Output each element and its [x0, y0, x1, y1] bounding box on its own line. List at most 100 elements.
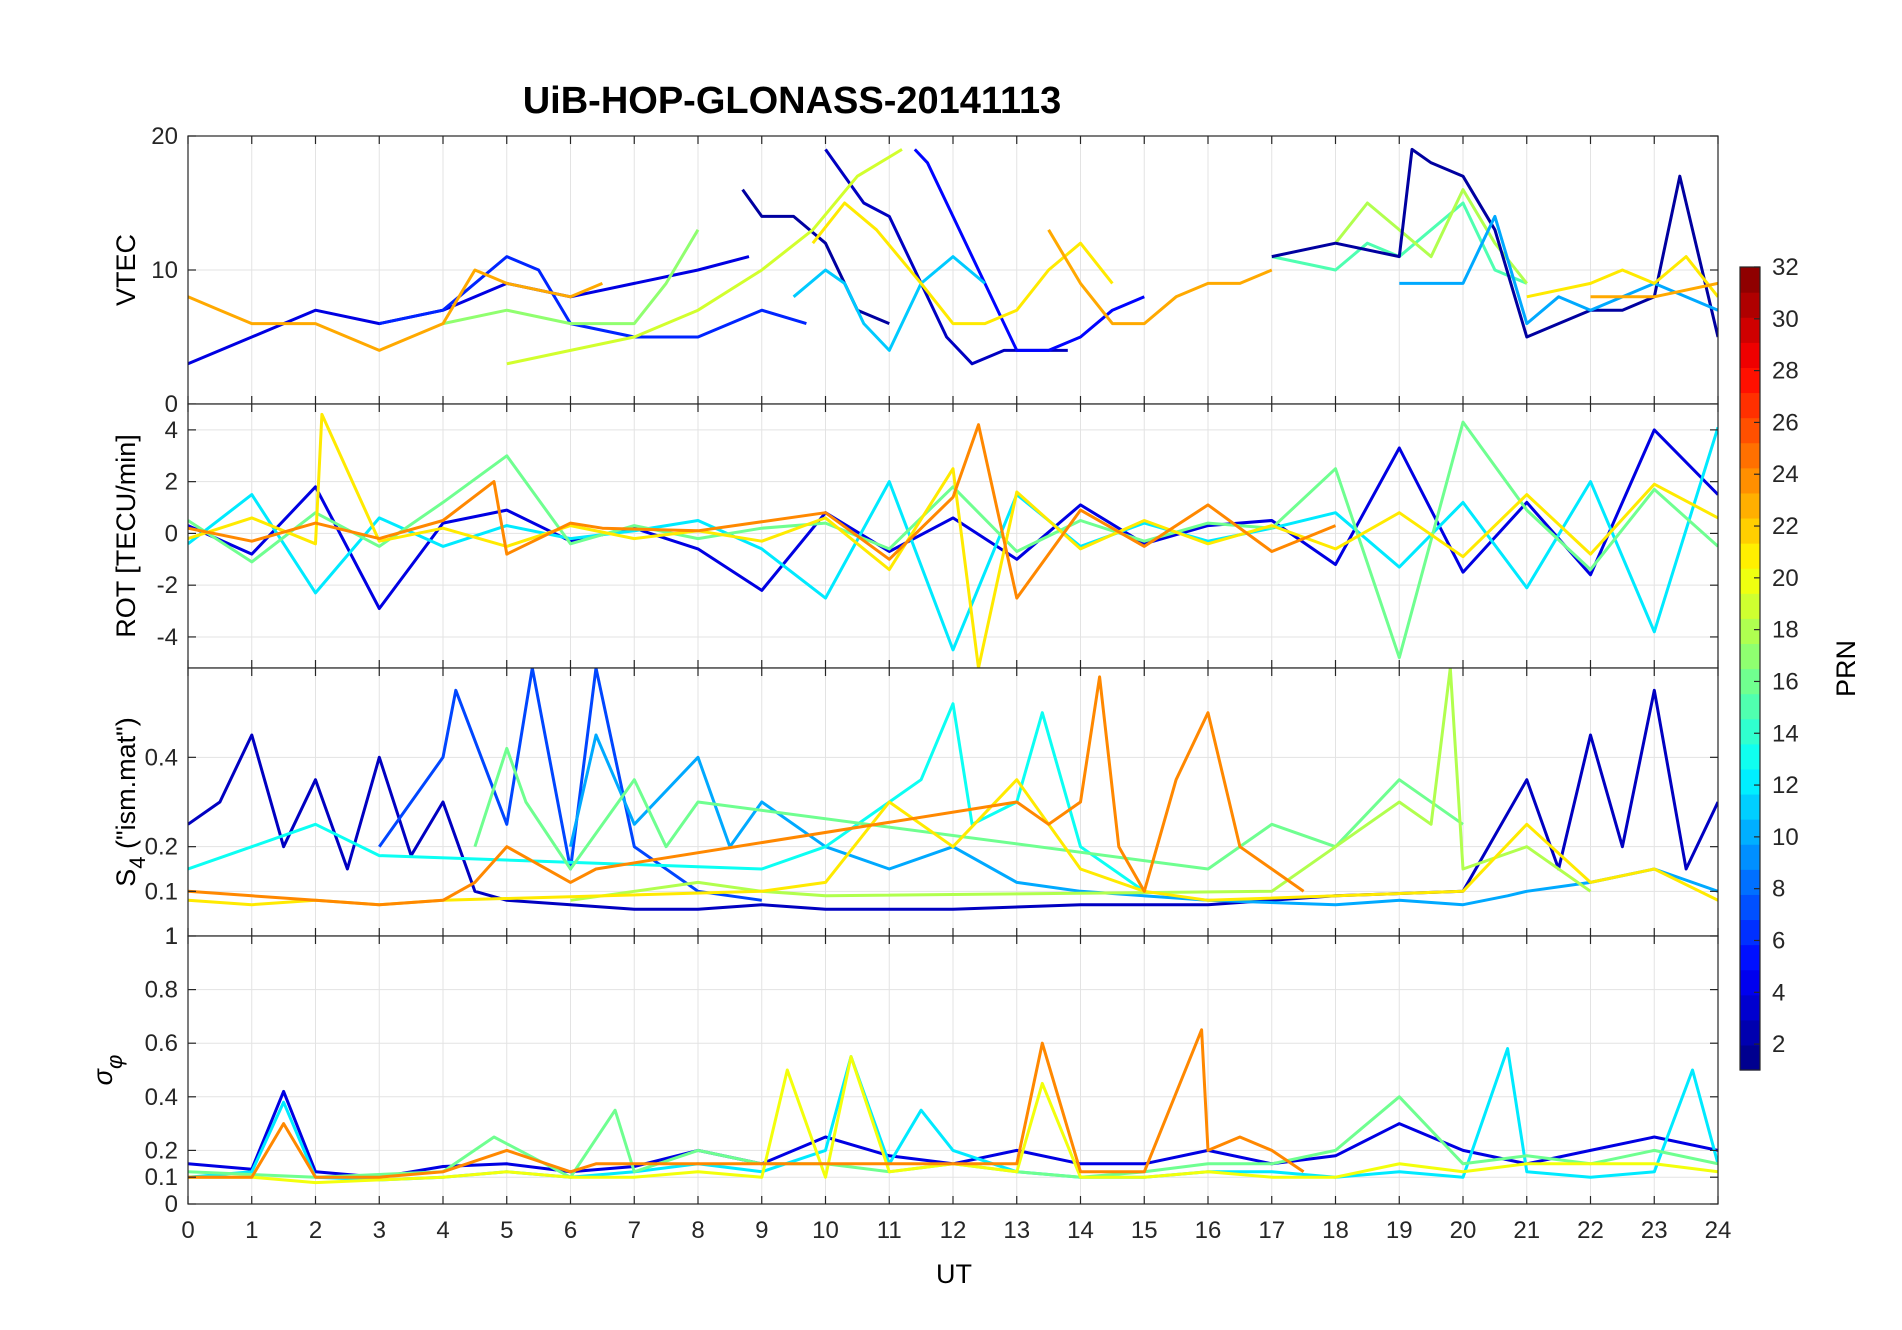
y-axis-label: σφ [88, 1055, 127, 1086]
x-tick-label: 14 [1067, 1217, 1094, 1244]
series-line-prn-5 [913, 148, 1145, 352]
colorbar-swatch [1740, 492, 1760, 519]
colorbar-tick-label: 16 [1772, 668, 1799, 695]
y-tick-label: 0 [165, 391, 178, 418]
series-line-prn-21 [188, 412, 1718, 668]
x-tick-label: 15 [1131, 1217, 1158, 1244]
colorbar-swatch [1740, 919, 1760, 946]
colorbar-tick-label: 8 [1772, 876, 1785, 903]
colorbar-swatch [1740, 568, 1760, 594]
colorbar-tick-label: 24 [1772, 461, 1799, 488]
colorbar-swatch [1740, 969, 1760, 996]
colorbar-frame [1739, 266, 1761, 1071]
series-line-prn-7 [378, 668, 763, 902]
series-line-prn-10 [1399, 214, 1718, 326]
y-tick-label: 0 [165, 520, 178, 547]
series-group [188, 668, 1718, 911]
series-line-prn-21 [1526, 255, 1718, 299]
x-axis-label: UT [936, 1259, 972, 1289]
series-line-prn-2 [1271, 147, 1718, 339]
colorbar-tick-label: 32 [1772, 254, 1799, 281]
chart-title: UiB-HOP-GLONASS-20141113 [523, 80, 1062, 122]
y-axis-label: ROT [TECU/min] [111, 434, 141, 638]
x-tick-label: 24 [1705, 1217, 1732, 1244]
colorbar-tick-label: 26 [1772, 409, 1799, 436]
y-tick-label: 0.4 [145, 744, 178, 771]
series-line-prn-23 [188, 268, 603, 352]
panel-1: 0 10 20 VTEC [111, 123, 1719, 418]
series-line-prn-13 [188, 702, 1146, 893]
series-line-prn-18 [1334, 188, 1528, 285]
colorbar-swatch [1740, 467, 1760, 494]
colorbar-tick-label: 30 [1772, 306, 1799, 333]
colorbar-label: PRN [1831, 640, 1861, 697]
colorbar-tick-label: 12 [1772, 772, 1799, 799]
colorbar-tick-label: 14 [1772, 720, 1799, 747]
y-tick-label: 0.2 [145, 1137, 178, 1164]
series-group [188, 147, 1718, 366]
colorbar-tick-label: 10 [1772, 824, 1799, 851]
colorbar-swatch [1740, 869, 1760, 895]
colorbar-swatch [1740, 517, 1760, 544]
y-tick-label: 1 [165, 923, 178, 950]
x-tick-label: 5 [500, 1217, 513, 1244]
series-line-prn-2 [741, 188, 890, 325]
series-line-prn-24 [188, 675, 1305, 907]
colorbar-swatch [1740, 1044, 1760, 1071]
y-axis-label: S4 ("ism.mat") [111, 717, 150, 886]
x-tick-label: 9 [755, 1217, 768, 1244]
x-tick-label: 11 [877, 1217, 902, 1244]
colorbar-swatch [1740, 693, 1760, 720]
colorbar-swatch [1740, 317, 1760, 343]
x-tick-label: 21 [1513, 1217, 1540, 1244]
series-line-prn-12 [188, 426, 1718, 652]
series-line-prn-4 [188, 428, 1718, 610]
colorbar-swatch [1740, 819, 1760, 845]
x-tick-label: 19 [1386, 1217, 1413, 1244]
x-tick-label: 0 [181, 1217, 194, 1244]
series-line-prn-24 [188, 1028, 1305, 1179]
y-tick-label: 0.8 [145, 977, 178, 1004]
colorbar-swatch [1740, 442, 1760, 469]
y-tick-label: 2 [165, 469, 178, 496]
x-tick-label: 23 [1641, 1217, 1668, 1244]
colorbar-tick-label: 22 [1772, 513, 1799, 540]
colorbar-swatch [1740, 994, 1760, 1021]
colorbar-swatch [1740, 543, 1760, 569]
x-tick-label: 6 [564, 1217, 577, 1244]
series-line-prn-10 [569, 733, 1718, 907]
x-tick-label: 16 [1195, 1217, 1222, 1244]
y-tick-label: 0.2 [145, 834, 178, 861]
x-tick-label: 1 [245, 1217, 258, 1244]
colorbar-swatch [1740, 643, 1760, 670]
series-line-prn-16 [473, 746, 1464, 871]
series-line-prn-16 [188, 420, 1718, 660]
colorbar-tick-label: 2 [1772, 1031, 1785, 1058]
y-axis-label: VTEC [111, 234, 141, 306]
series-line-prn-24 [188, 423, 1337, 600]
series-line-prn-19 [506, 148, 903, 366]
series-line-prn-23 [1047, 229, 1273, 326]
y-tick-label: 0 [165, 1191, 178, 1218]
x-tick-label: 2 [309, 1217, 322, 1244]
y-tick-label: 0.4 [145, 1084, 178, 1111]
colorbar-tick-label: 4 [1772, 979, 1785, 1006]
colorbar-swatch [1740, 1019, 1760, 1046]
colorbar-swatch [1740, 618, 1760, 645]
x-tick-label: 4 [436, 1217, 449, 1244]
colorbar-swatch [1740, 944, 1760, 971]
x-tick-label: 7 [628, 1217, 641, 1244]
colorbar-swatch [1740, 894, 1760, 921]
colorbar-tick-label: 20 [1772, 565, 1799, 592]
colorbar-swatch [1740, 844, 1760, 870]
series-line-prn-18 [570, 668, 1592, 902]
colorbar-swatch [1740, 342, 1760, 368]
colorbar-swatch [1740, 668, 1760, 695]
x-tick-label: 17 [1258, 1217, 1285, 1244]
x-tick-label: 20 [1450, 1217, 1477, 1244]
series-line-prn-3 [188, 688, 1718, 911]
colorbar-swatch [1740, 292, 1760, 318]
